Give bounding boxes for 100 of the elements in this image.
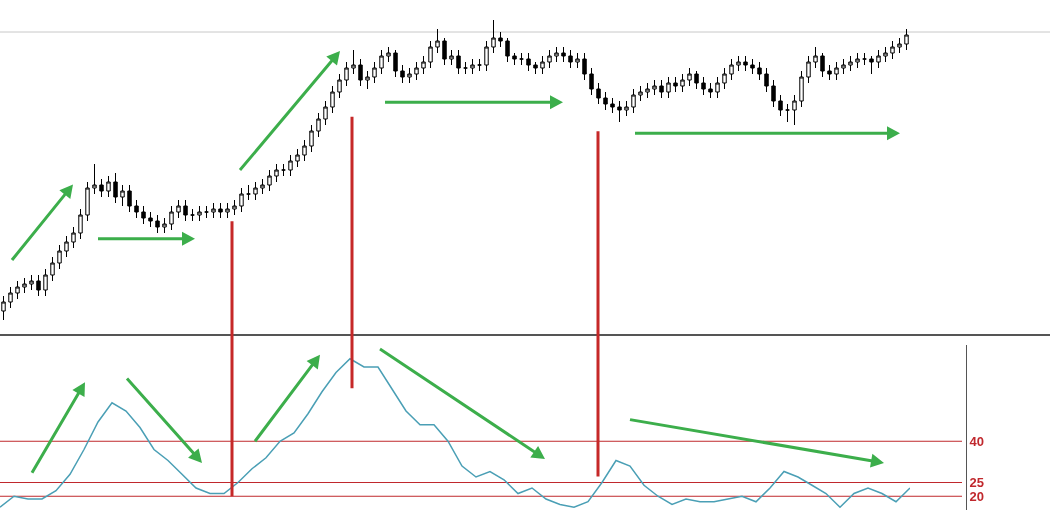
candlestick	[547, 49, 552, 69]
candlestick	[71, 226, 76, 249]
candlestick	[43, 268, 48, 297]
candlestick	[421, 55, 426, 75]
candlestick	[687, 67, 692, 87]
candlestick	[386, 46, 391, 63]
candlestick	[456, 49, 461, 75]
candlestick	[120, 184, 125, 207]
candlestick	[190, 208, 195, 222]
candlestick	[414, 61, 419, 81]
candlestick	[470, 58, 475, 75]
candlestick	[743, 55, 748, 72]
candlestick	[897, 37, 902, 54]
candlestick	[757, 61, 762, 81]
candlestick	[610, 97, 615, 114]
candlestick	[715, 76, 720, 99]
candlestick	[883, 46, 888, 63]
candlestick	[435, 28, 440, 54]
candlestick	[295, 148, 300, 168]
candlestick	[477, 58, 482, 72]
candlestick	[540, 55, 545, 75]
candlestick	[183, 199, 188, 222]
candlestick	[260, 178, 265, 195]
candlestick	[225, 202, 230, 219]
candlestick	[820, 52, 825, 78]
candlestick	[673, 76, 678, 93]
candlestick	[15, 280, 20, 300]
candlestick	[841, 58, 846, 75]
candlestick	[491, 20, 496, 54]
candlestick	[484, 40, 489, 72]
candlestick	[736, 55, 741, 72]
line-series	[0, 358, 910, 508]
candlestick	[554, 46, 559, 63]
candlestick	[449, 49, 454, 66]
candlestick	[519, 52, 524, 66]
candlestick	[57, 244, 62, 270]
candlestick	[575, 52, 580, 69]
candlestick	[162, 217, 167, 234]
candlestick	[141, 205, 146, 225]
candlestick	[617, 100, 622, 123]
candlestick	[92, 163, 97, 195]
candlestick	[659, 79, 664, 99]
candlestick	[106, 175, 111, 198]
candlestick	[750, 58, 755, 75]
candlestick	[666, 76, 671, 99]
candlestick	[855, 52, 860, 69]
candlestick	[568, 49, 573, 69]
candlestick	[134, 199, 139, 219]
candlestick	[806, 55, 811, 84]
candlestick	[309, 124, 314, 153]
candlestick	[176, 199, 181, 219]
candlestick	[589, 67, 594, 96]
candlestick	[302, 139, 307, 162]
candlestick	[36, 274, 41, 297]
candlestick	[463, 61, 468, 75]
candlestick	[169, 205, 174, 231]
candlestick	[50, 256, 55, 282]
candlestick	[344, 61, 349, 87]
candlestick	[603, 91, 608, 111]
candlestick	[701, 76, 706, 96]
candlestick	[113, 172, 118, 204]
candlestick	[512, 52, 517, 66]
candlestick	[813, 46, 818, 69]
candlestick	[253, 181, 258, 201]
candlestick	[218, 202, 223, 219]
candlestick	[358, 58, 363, 87]
candlestick	[680, 73, 685, 93]
candlestick	[722, 67, 727, 90]
candlestick	[708, 82, 713, 99]
candlestick	[29, 274, 34, 291]
candlestick	[533, 61, 538, 75]
candlestick	[323, 100, 328, 126]
y-tick-label: 25	[969, 475, 985, 491]
candlestick	[372, 61, 377, 84]
candlestick	[281, 163, 286, 177]
candlestick	[848, 55, 853, 72]
candlestick	[729, 58, 734, 81]
candlestick	[232, 199, 237, 216]
candlestick	[204, 205, 209, 219]
candlestick	[890, 40, 895, 60]
candlestick	[694, 70, 699, 90]
candlestick	[834, 61, 839, 81]
candlestick	[505, 37, 510, 63]
candlestick	[316, 112, 321, 138]
candlestick	[624, 100, 629, 117]
candlestick	[862, 52, 867, 66]
candlestick	[876, 49, 881, 69]
candlestick	[561, 46, 566, 63]
candlestick	[64, 235, 69, 258]
candlestick	[869, 55, 874, 75]
candlestick	[379, 49, 384, 75]
candlestick	[526, 52, 531, 72]
candlestick	[400, 64, 405, 84]
y-tick-label: 40	[969, 433, 985, 449]
candlestick	[274, 163, 279, 183]
candlestick	[239, 187, 244, 213]
candlestick	[8, 286, 13, 309]
candlestick	[771, 79, 776, 108]
candlestick	[778, 94, 783, 117]
candlestick	[407, 67, 412, 84]
